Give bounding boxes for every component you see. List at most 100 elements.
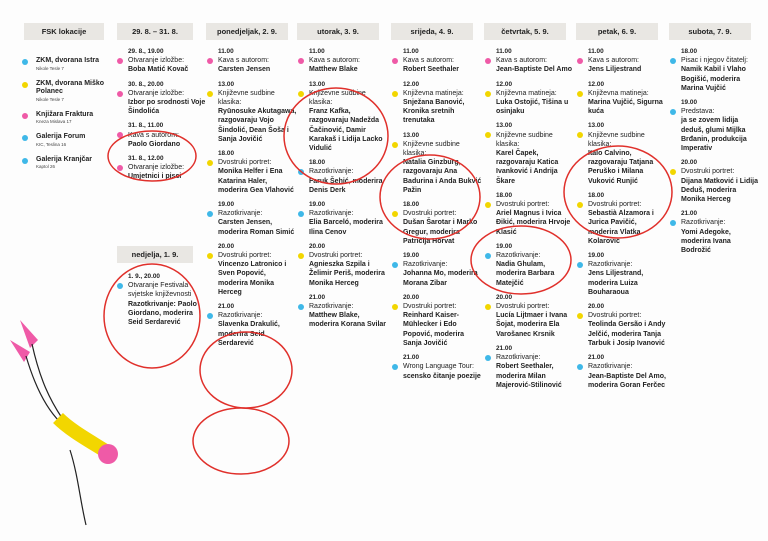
event-time: 31. 8., 11.00 <box>128 122 164 130</box>
venue-dot <box>485 354 491 361</box>
column-sunday: 1. 9., 20.00 Otvaranje Festivala svjetske… <box>117 272 205 332</box>
event-label: Kava s autorom: <box>218 57 269 65</box>
event-time: 20.00 <box>218 242 234 250</box>
event-item: 20.00 Dvostruki portret: Lucía Lijtmaer i … <box>485 293 575 339</box>
venue-dot <box>392 58 398 64</box>
event-label: Književne sudbine klasika: <box>218 89 275 107</box>
location-item: Galerija Kranjčar Kaptol 26 <box>22 156 112 171</box>
event-item: 19.00 Razotkrivanje: Elia Barceló, moderir… <box>298 200 390 237</box>
event-detail: Karel Čapek, razgovaraju Katica Ivankovi… <box>496 150 559 185</box>
header-day-6: petak, 6. 9. <box>576 23 658 40</box>
column-wednesday: 11.00 Kava s autorom: Robert Seethaler 12.0… <box>392 47 482 386</box>
event-item: 18.00 Dvostruki portret: Dušan Šarotar i M… <box>392 200 482 246</box>
location-color-dot <box>22 112 28 119</box>
event-time: 21.00 <box>403 354 419 362</box>
event-detail: Teolinda Gersão i Andy Jelčić, moderira … <box>588 321 666 347</box>
event-item: 11.00 Kava s autorom: Jean-Baptiste Del Am… <box>485 47 575 75</box>
event-time: 20.00 <box>309 242 325 250</box>
column-tuesday: 11.00 Kava s autorom: Matthew Blake 13.00 Kn… <box>298 47 390 335</box>
venue-dot <box>207 313 213 320</box>
event-label: Razotkrivanje: <box>309 168 354 176</box>
event-time: 19.00 <box>309 201 325 209</box>
event-detail: Vincenzo Latronico i Sven Popović, moder… <box>218 261 287 296</box>
location-address: KIC, Teslina 16 <box>36 141 67 147</box>
header-day-1: 29. 8. – 31. 8. <box>117 23 193 40</box>
event-time: 13.00 <box>496 122 512 130</box>
column-thursday: 11.00 Kava s autorom: Jean-Baptiste Del Am… <box>485 47 575 395</box>
event-time: 21.00 <box>218 303 234 311</box>
event-detail: Ariel Magnus i Ivica Đikić, moderira Hrv… <box>496 210 571 236</box>
venue-dot <box>577 313 583 320</box>
event-time: 11.00 <box>496 48 512 55</box>
venue-dot <box>298 211 304 218</box>
venue-dot <box>485 303 491 310</box>
header-day-3: utorak, 3. 9. <box>297 23 379 40</box>
event-label: Kava s autorom: <box>403 57 454 65</box>
event-time: 20.00 <box>403 293 419 301</box>
event-item: 21.00 Razotkrivanje: Jean-Baptiste Del Amo… <box>577 353 667 390</box>
event-item: 21.00 Razotkrivanje: Yomi Adegoke, moderir… <box>670 209 762 255</box>
event-detail: Carsten Jensen <box>218 66 271 74</box>
event-detail: Snježana Banović, Kronika sretnih trenut… <box>403 99 465 125</box>
event-detail: Umjetnici i pisci <box>128 173 182 181</box>
location-item: Galerija Forum KIC, Teslina 16 <box>22 133 112 148</box>
event-item: 12.00 Književna matineja: Snježana Banović… <box>392 80 482 126</box>
event-label: Razotkrivanje: <box>309 303 354 311</box>
event-label: Kava s autorom: <box>496 57 547 65</box>
column-29-31-aug: 29. 8., 19.00 Otvaranje izložbe: Boba Mati… <box>117 47 209 187</box>
event-time: 21.00 <box>588 354 604 362</box>
venue-dot <box>392 90 398 97</box>
venue-dot <box>207 160 213 167</box>
venue-dot <box>670 58 676 64</box>
event-item: 21.00 Razotkrivanje: Robert Seethaler, mod… <box>485 344 575 390</box>
event-detail: Ryūnosuke Akutagawa, razgovaraju Vojo Ši… <box>218 108 297 143</box>
event-item: 19.00 Razotkrivanje: Johanna Mo, moderira … <box>392 251 482 288</box>
event-label: Wrong Language Tour: <box>403 363 474 371</box>
event-item: 13.00 Književne sudbine klasika: Italo Cal… <box>577 121 667 185</box>
event-detail: Slavenka Drakulić, moderira Seid Serdare… <box>218 321 280 347</box>
event-detail: Carsten Jensen, moderira Roman Simić <box>218 219 295 236</box>
venue-dot <box>298 252 304 259</box>
event-time: 13.00 <box>218 80 234 88</box>
location-address: Nikole Tesle 7 <box>36 96 64 102</box>
venue-dot <box>577 262 583 269</box>
event-label: Razotkrivanje: <box>218 210 263 218</box>
location-color-dot <box>22 81 28 88</box>
event-item: 19.00 Predstava: ja se zovem lidija deduš,… <box>670 98 762 153</box>
event-label: Kava s autorom: <box>588 57 639 65</box>
event-detail: Monika Helfer i Ena Katarina Haler, mode… <box>218 168 294 194</box>
event-label: Kava s autorom: <box>128 131 179 139</box>
event-label: Dvostruki portret: <box>218 252 272 260</box>
event-label: Dvostruki portret: <box>309 252 363 260</box>
event-item: 31. 8., 11.00 Kava s autorom: Paolo Giorda… <box>117 121 209 149</box>
event-item: 18.00 Razotkrivanje: Faruk Šehić, moderira… <box>298 158 390 195</box>
event-label: Razotkrivanje: <box>681 219 726 227</box>
event-time: 18.00 <box>309 159 325 167</box>
event-detail: Paolo Giordano <box>128 140 181 148</box>
event-time: 30. 8., 20.00 <box>128 80 164 88</box>
venue-dot <box>392 141 398 148</box>
event-item: 21.00 Razotkrivanje: Slavenka Drakulić, mo… <box>207 302 297 348</box>
column-monday: 11.00 Kava s autorom: Carsten Jensen 13.00 K… <box>207 47 297 353</box>
event-detail: Yomi Adegoke, moderira Ivana Bodrožić <box>681 228 731 255</box>
event-item: 18.00 Dvostruki portret: Sebastià Alzamora… <box>577 191 667 246</box>
event-item: 19.00 Razotkrivanje: Jens Liljestrand, mod… <box>577 251 667 297</box>
location-color-dot <box>22 59 28 65</box>
venue-dot <box>207 252 213 259</box>
event-time: 11.00 <box>218 48 234 55</box>
venue-dot <box>117 283 123 289</box>
event-detail: Agnieszka Szpila i Želimir Periš, moderi… <box>309 261 385 287</box>
venue-dot <box>392 364 398 371</box>
header-day-2: ponedjeljak, 2. 9. <box>206 23 288 40</box>
event-detail: Robert Seethaler, moderira Milan Majerov… <box>496 363 562 389</box>
circle-drakulic <box>192 407 290 475</box>
event-item: 18.00 Dvostruki portret: Monika Helfer i E… <box>207 149 297 195</box>
header-day-5: četvrtak, 5. 9. <box>484 23 566 40</box>
event-label: Dvostruki portret: <box>588 312 642 320</box>
venue-dot <box>298 303 304 310</box>
venue-dot <box>577 364 583 371</box>
event-detail: Sebastià Alzamora i Jurica Pavičić, mode… <box>588 210 654 245</box>
event-label: Književne sudbine klasika: <box>403 140 460 158</box>
event-item: 21.00 Razotkrivanje: Matthew Blake, moderi… <box>298 293 390 330</box>
location-name: Knjižara Fraktura <box>36 110 94 118</box>
